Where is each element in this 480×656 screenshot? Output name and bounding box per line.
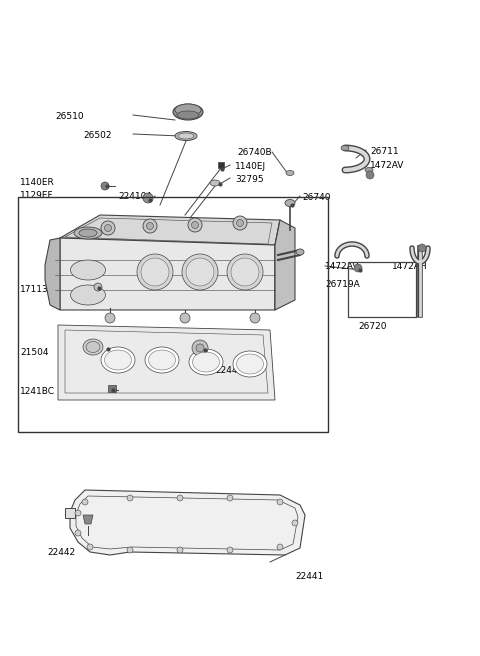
- Circle shape: [196, 344, 204, 352]
- Circle shape: [94, 283, 102, 291]
- Circle shape: [127, 495, 133, 501]
- Ellipse shape: [189, 349, 223, 375]
- Polygon shape: [275, 220, 280, 310]
- Bar: [108, 385, 116, 392]
- Text: 26711: 26711: [370, 147, 398, 156]
- Ellipse shape: [173, 104, 203, 120]
- Polygon shape: [60, 238, 275, 310]
- Text: 26740B: 26740B: [237, 148, 272, 157]
- Circle shape: [177, 495, 183, 501]
- Text: 1472AV: 1472AV: [370, 161, 404, 170]
- Polygon shape: [60, 215, 280, 245]
- Text: 26740: 26740: [302, 193, 331, 202]
- Text: 22443B: 22443B: [215, 366, 250, 375]
- Text: 1472AV: 1472AV: [325, 262, 360, 271]
- Circle shape: [75, 530, 81, 536]
- Text: 22441: 22441: [295, 572, 323, 581]
- Circle shape: [82, 499, 88, 505]
- Ellipse shape: [237, 354, 264, 374]
- Circle shape: [105, 224, 111, 232]
- Circle shape: [186, 258, 214, 286]
- Ellipse shape: [285, 199, 295, 207]
- Ellipse shape: [192, 352, 219, 372]
- Circle shape: [141, 258, 169, 286]
- Circle shape: [127, 547, 133, 553]
- Text: 26719A: 26719A: [325, 280, 360, 289]
- Circle shape: [227, 547, 233, 553]
- Circle shape: [146, 222, 154, 230]
- Circle shape: [192, 340, 208, 356]
- Text: 1241BC: 1241BC: [20, 387, 55, 396]
- Text: 17113: 17113: [20, 285, 49, 294]
- Polygon shape: [65, 508, 75, 518]
- Circle shape: [177, 547, 183, 553]
- Circle shape: [418, 244, 426, 252]
- Text: 1140ER: 1140ER: [20, 178, 55, 187]
- Ellipse shape: [79, 229, 97, 237]
- Text: 26720: 26720: [358, 322, 386, 331]
- Circle shape: [277, 544, 283, 550]
- Ellipse shape: [105, 350, 132, 370]
- Text: 1129EF: 1129EF: [20, 191, 54, 200]
- Text: 22410A: 22410A: [118, 192, 153, 201]
- Ellipse shape: [86, 342, 100, 352]
- Bar: [18, 197, 328, 432]
- Bar: [218, 162, 224, 168]
- Polygon shape: [58, 325, 275, 400]
- Ellipse shape: [71, 285, 106, 305]
- Text: 1472AH: 1472AH: [392, 262, 428, 271]
- Circle shape: [233, 216, 247, 230]
- Ellipse shape: [177, 111, 199, 119]
- Ellipse shape: [286, 171, 294, 176]
- Text: 26502: 26502: [83, 131, 111, 140]
- Circle shape: [227, 495, 233, 501]
- Text: 26510: 26510: [55, 112, 84, 121]
- Ellipse shape: [74, 227, 102, 239]
- Polygon shape: [70, 490, 305, 555]
- Circle shape: [137, 254, 173, 290]
- Circle shape: [75, 510, 81, 516]
- Ellipse shape: [341, 146, 349, 150]
- Circle shape: [227, 254, 263, 290]
- Polygon shape: [45, 238, 60, 310]
- Circle shape: [231, 258, 259, 286]
- Polygon shape: [275, 220, 295, 310]
- Polygon shape: [83, 515, 93, 524]
- Ellipse shape: [296, 249, 304, 255]
- Circle shape: [237, 220, 243, 226]
- Ellipse shape: [101, 347, 135, 373]
- Ellipse shape: [210, 180, 220, 186]
- Ellipse shape: [178, 133, 194, 139]
- Ellipse shape: [148, 350, 176, 370]
- Circle shape: [277, 499, 283, 505]
- Circle shape: [180, 313, 190, 323]
- Ellipse shape: [233, 351, 267, 377]
- Circle shape: [366, 171, 374, 179]
- Text: 21504: 21504: [20, 348, 48, 357]
- Text: 1140EJ: 1140EJ: [235, 162, 266, 171]
- Text: 32795: 32795: [235, 175, 264, 184]
- Circle shape: [354, 264, 362, 272]
- Ellipse shape: [175, 104, 201, 116]
- Circle shape: [101, 221, 115, 235]
- Circle shape: [105, 313, 115, 323]
- Circle shape: [182, 254, 218, 290]
- Circle shape: [143, 193, 153, 203]
- Circle shape: [188, 218, 202, 232]
- Circle shape: [250, 313, 260, 323]
- Ellipse shape: [365, 167, 373, 173]
- Bar: [348, 262, 416, 317]
- Circle shape: [192, 222, 199, 228]
- Circle shape: [292, 520, 298, 526]
- Ellipse shape: [175, 131, 197, 140]
- Ellipse shape: [83, 339, 103, 355]
- Circle shape: [143, 219, 157, 233]
- Ellipse shape: [71, 260, 106, 280]
- Ellipse shape: [145, 347, 179, 373]
- Circle shape: [101, 182, 109, 190]
- Circle shape: [87, 544, 93, 550]
- Text: 22442: 22442: [47, 548, 75, 557]
